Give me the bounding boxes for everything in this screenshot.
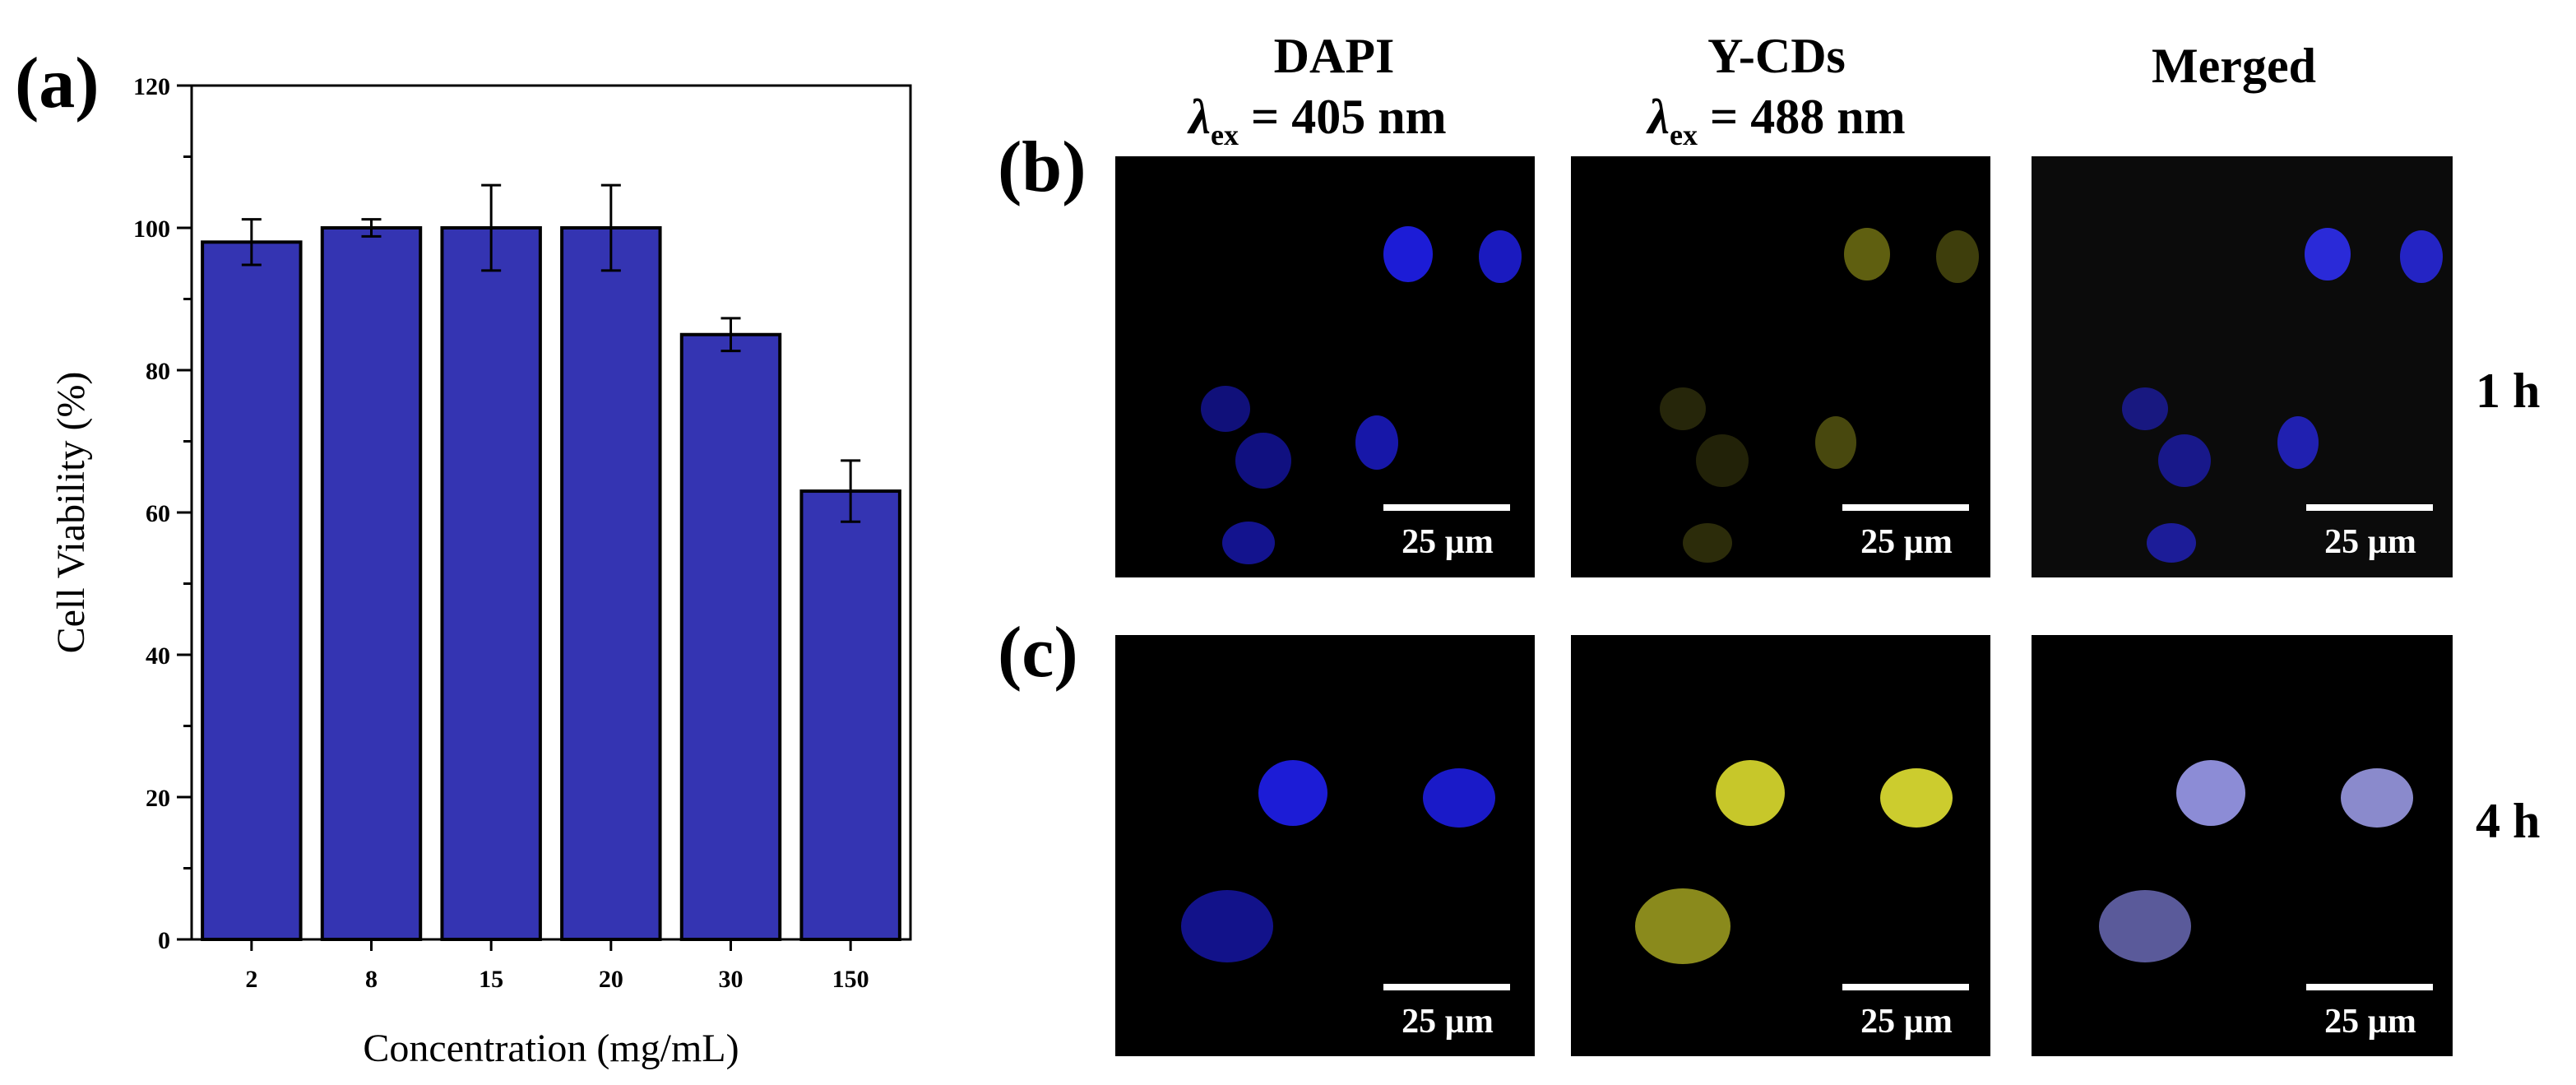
row-label-4h: 4 h [2476,794,2540,848]
y-tick-label: 40 [146,642,170,670]
nucleus [1716,760,1785,826]
column-title-merged: Merged [2152,39,2316,93]
bar-150 [799,489,901,941]
nucleus [1635,888,1730,964]
nucleus [1696,434,1749,487]
nucleus [1383,226,1433,282]
nucleus [1355,415,1398,470]
panel-label-b: (b) [998,128,1086,207]
y-tick-label: 80 [146,358,170,385]
nucleus [1660,387,1706,430]
scale-bar-label: 25 µm [1860,523,1953,561]
nucleus [2400,230,2443,283]
nucleus [2158,434,2211,487]
nucleus [1201,386,1250,432]
nucleus [2341,768,2413,828]
nucleus [2099,890,2191,962]
column-title-dapi: DAPI [1274,29,1395,83]
nucleus [1258,760,1327,826]
micrograph-dapi-4h: 25 µm [1115,635,1535,1056]
nucleus [2305,228,2351,281]
scale-bar-label: 25 µm [2324,523,2416,561]
bar-2 [201,240,303,941]
x-axis: 2 8 15 20 30 150 [245,939,869,993]
x-tick-label: 2 [245,966,257,993]
micrograph-merged-1h: 25 µm [2032,156,2453,577]
nucleus [2122,387,2168,430]
x-tick-label: 30 [719,966,744,993]
bar-8 [320,226,423,941]
column-excitation-ycds: λex = 488 nm [1645,90,1905,151]
y-tick-label: 100 [133,216,170,243]
y-axis: 0 20 40 60 80 100 120 [133,73,192,954]
x-tick-label: 20 [599,966,623,993]
scale-bar-label: 25 µm [1402,1003,1494,1041]
nucleus [2147,523,2196,563]
nucleus [1181,890,1273,962]
error-bars-group [241,183,861,523]
y-tick-label: 60 [146,500,170,527]
panel-a-chart: (a) 0 20 40 60 80 100 120 2 8 15 20 30 150 Cell Via… [15,44,912,1070]
nucleus [1222,522,1275,564]
bar-15 [440,226,542,941]
y-tick-label: 120 [133,73,170,100]
x-tick-label: 8 [365,966,378,993]
y-axis-title: Cell Viability (%) [49,372,93,654]
bar-20 [560,226,662,941]
scale-bar-label: 25 µm [1860,1003,1953,1041]
nucleus [2176,760,2245,826]
row-label-1h: 1 h [2476,364,2540,418]
x-tick-label: 15 [479,966,503,993]
nucleus [1423,768,1495,828]
micrograph-ycds-4h: 25 µm [1571,635,1990,1056]
nucleus [1936,230,1979,283]
micrograph-dapi-1h: 25 µm [1115,156,1535,577]
nucleus [2277,416,2319,469]
nucleus [1235,433,1291,489]
column-title-ycds: Y-CDs [1707,29,1846,83]
micrograph-ycds-1h: 25 µm [1571,156,1990,577]
nucleus [1815,416,1856,469]
nucleus [1479,230,1522,283]
micrograph-merged-4h: 25 µm [2032,635,2453,1056]
panel-label-a: (a) [15,44,100,123]
scale-bar-label: 25 µm [1402,523,1494,561]
bar-30 [679,332,782,941]
y-tick-label: 0 [158,927,170,954]
x-tick-label: 150 [832,966,869,993]
micrograph-panels: (b) (c) DAPI λex = 405 nm Y-CDs λex = 48… [998,29,2540,1056]
y-tick-label: 20 [146,785,170,812]
nucleus [1880,768,1953,828]
scale-bar-label: 25 µm [2324,1003,2416,1041]
x-axis-title: Concentration (mg/mL) [363,1027,739,1070]
nucleus [1683,523,1732,563]
panel-label-c: (c) [998,613,1078,693]
column-excitation-dapi: λex = 405 nm [1186,90,1446,151]
nucleus [1844,228,1890,281]
